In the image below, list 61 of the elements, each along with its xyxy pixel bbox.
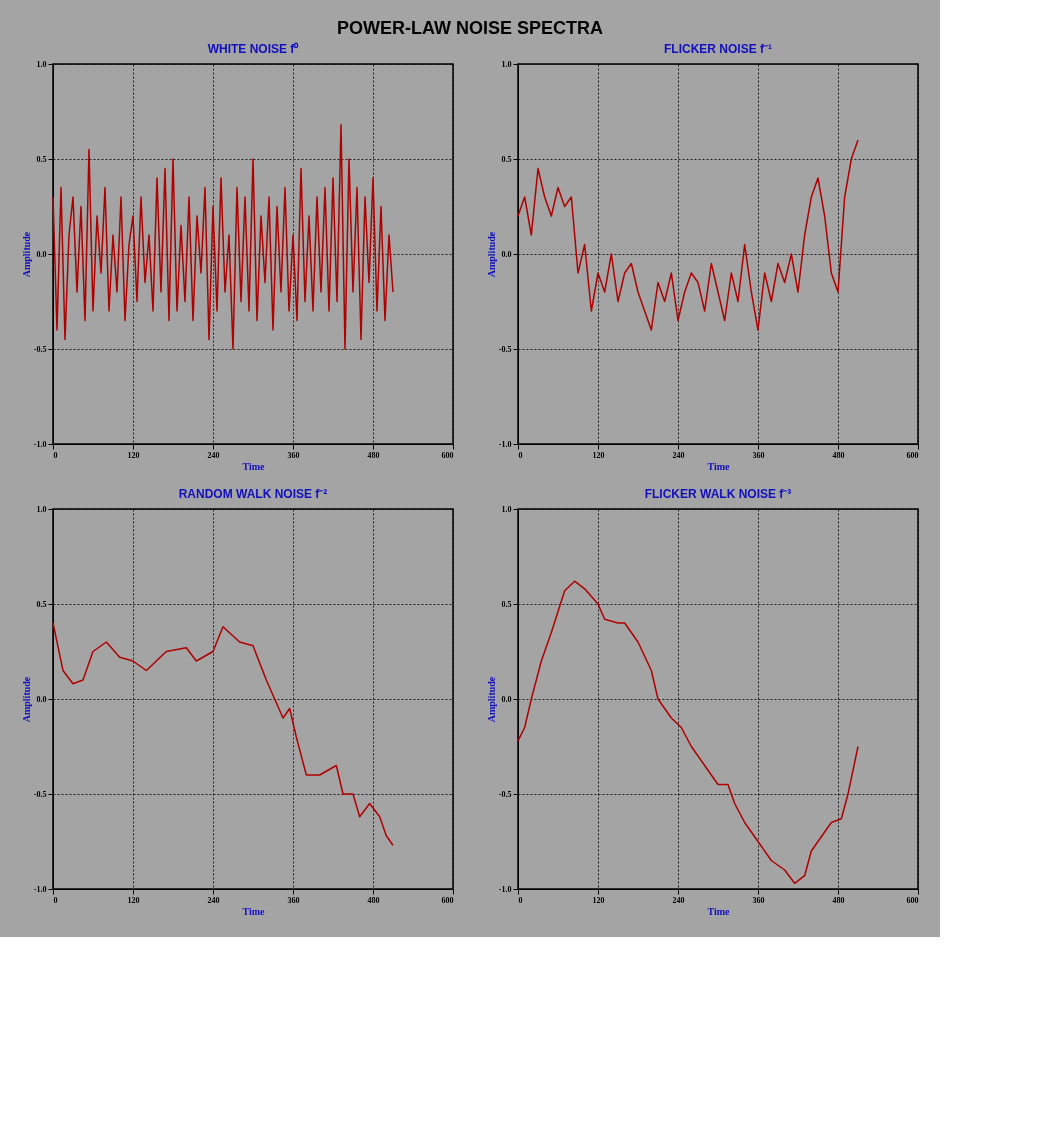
chart-title: FLICKER NOISE f⁻¹ xyxy=(664,42,772,56)
x-tick-label: 240 xyxy=(207,895,220,905)
y-tick-label: 0.0 xyxy=(36,249,47,259)
y-tick-label: -1.0 xyxy=(33,884,47,894)
x-tick-label: 360 xyxy=(752,450,765,460)
x-tick-label: 360 xyxy=(752,895,765,905)
x-tick-label: 600 xyxy=(441,450,454,460)
y-tick-label: 0.0 xyxy=(501,694,512,704)
y-tick-label: -0.5 xyxy=(33,789,47,799)
y-tick-label: 0.5 xyxy=(501,154,512,164)
y-tick-label: -1.0 xyxy=(33,439,47,449)
x-tick-label: 480 xyxy=(832,895,845,905)
y-tick-label: 1.0 xyxy=(36,504,47,514)
text: POWER-LAW NOISE SPECTRA xyxy=(336,18,603,39)
chart-title: WHITE NOISE f⁰ xyxy=(207,42,300,56)
x-tick-label: 600 xyxy=(906,895,919,905)
x-tick-label: 120 xyxy=(127,450,140,460)
y-tick-label: -0.5 xyxy=(498,789,512,799)
chart-title: FLICKER WALK NOISE f⁻³ xyxy=(644,487,792,501)
x-tick-label: 480 xyxy=(832,450,845,460)
x-tick-label: 240 xyxy=(207,450,220,460)
y-tick-label: 0.5 xyxy=(36,154,47,164)
x-tick-label: 240 xyxy=(672,450,685,460)
y-tick-label: 0.5 xyxy=(501,599,512,609)
y-tick-label: 1.0 xyxy=(501,59,512,69)
x-tick-label: 0 xyxy=(518,895,523,905)
y-tick-label: -0.5 xyxy=(33,344,47,354)
line-series xyxy=(517,139,859,331)
x-tick-label: 600 xyxy=(441,895,454,905)
y-tick-label: 0.5 xyxy=(36,599,47,609)
x-tick-label: 600 xyxy=(906,450,919,460)
y-tick-label: -1.0 xyxy=(498,439,512,449)
x-tick-label: 0 xyxy=(518,450,523,460)
x-tick-label: 480 xyxy=(367,450,380,460)
y-tick-label: 0.0 xyxy=(36,694,47,704)
x-tick-label: 0 xyxy=(53,895,58,905)
y-tick-label: 1.0 xyxy=(501,504,512,514)
x-tick-label: 120 xyxy=(592,895,605,905)
x-tick-label: 0 xyxy=(53,450,58,460)
x-tick-label: 240 xyxy=(672,895,685,905)
y-tick-label: -1.0 xyxy=(498,884,512,894)
y-tick-label: 0.0 xyxy=(501,249,512,259)
y-tick-label: -0.5 xyxy=(498,344,512,354)
line-series xyxy=(52,622,394,847)
x-tick-label: 360 xyxy=(287,450,300,460)
y-axis-title: Amplitude xyxy=(485,231,497,278)
x-axis-title: Time xyxy=(707,460,731,472)
y-axis-title: Amplitude xyxy=(20,676,32,723)
x-axis-title: Time xyxy=(242,460,266,472)
chart-title: RANDOM WALK NOISE f⁻² xyxy=(178,487,328,501)
x-tick-label: 480 xyxy=(367,895,380,905)
x-tick-label: 360 xyxy=(287,895,300,905)
x-axis-title: Time xyxy=(707,905,731,917)
line-series xyxy=(517,580,859,885)
x-tick-label: 120 xyxy=(592,450,605,460)
x-axis-title: Time xyxy=(242,905,266,917)
y-axis-title: Amplitude xyxy=(485,676,497,723)
y-tick-label: 1.0 xyxy=(36,59,47,69)
line-series xyxy=(52,124,394,350)
x-tick-label: 120 xyxy=(127,895,140,905)
y-axis-title: Amplitude xyxy=(20,231,32,278)
